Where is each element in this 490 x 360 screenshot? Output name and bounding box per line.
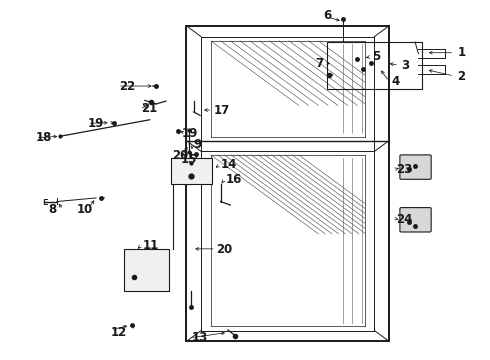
Text: 11: 11 bbox=[143, 239, 159, 252]
Text: 23: 23 bbox=[396, 163, 413, 176]
Text: 24: 24 bbox=[396, 213, 413, 226]
Bar bbox=[327, 42, 422, 89]
Text: 4: 4 bbox=[392, 75, 400, 88]
Text: 15: 15 bbox=[180, 153, 197, 166]
Text: 20: 20 bbox=[216, 243, 232, 256]
Text: 12: 12 bbox=[111, 326, 127, 339]
Text: 3: 3 bbox=[401, 59, 410, 72]
Text: 19: 19 bbox=[181, 127, 198, 140]
Text: 19: 19 bbox=[88, 117, 104, 130]
Text: 20: 20 bbox=[172, 149, 189, 162]
Bar bbox=[124, 249, 169, 291]
Text: 14: 14 bbox=[220, 158, 237, 171]
Text: 8: 8 bbox=[49, 203, 57, 216]
Text: 22: 22 bbox=[119, 80, 135, 93]
Text: 5: 5 bbox=[372, 50, 380, 63]
FancyBboxPatch shape bbox=[400, 155, 431, 179]
Text: 13: 13 bbox=[191, 331, 207, 344]
Text: 17: 17 bbox=[213, 104, 229, 117]
Text: 1: 1 bbox=[458, 46, 466, 59]
Bar bbox=[171, 158, 212, 184]
Text: 21: 21 bbox=[142, 103, 158, 116]
Text: 7: 7 bbox=[315, 57, 323, 70]
Text: 9: 9 bbox=[194, 138, 202, 150]
Text: 2: 2 bbox=[458, 69, 466, 82]
Text: 18: 18 bbox=[36, 131, 52, 144]
Text: 10: 10 bbox=[76, 203, 93, 216]
Text: 16: 16 bbox=[225, 173, 242, 186]
Text: 6: 6 bbox=[323, 9, 331, 22]
FancyBboxPatch shape bbox=[400, 208, 431, 232]
